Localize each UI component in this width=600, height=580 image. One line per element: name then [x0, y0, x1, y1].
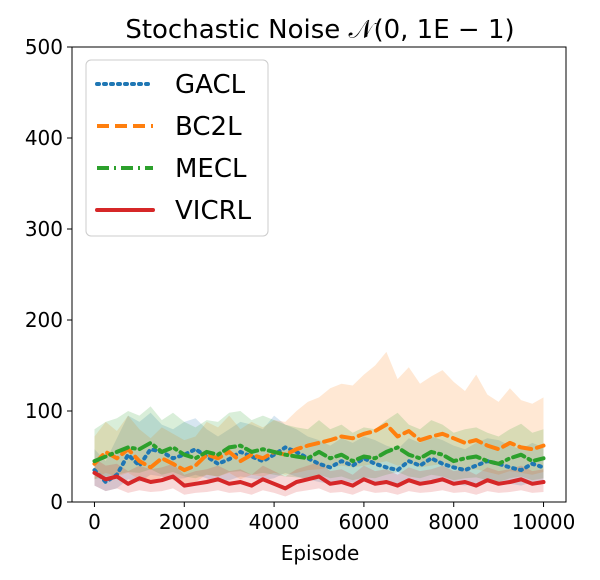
y-tick-label: 300	[25, 217, 63, 241]
legend-label-vicrl: VICRL	[175, 196, 252, 226]
y-tick-label: 500	[25, 35, 63, 59]
y-axis: 0 100 200 300 400 500	[25, 35, 72, 514]
chart-title: Stochastic Noise 𝒩(0, 1E − 1)	[125, 15, 514, 45]
series-lines	[92, 422, 546, 491]
y-tick-label: 100	[25, 399, 63, 423]
legend-box	[85, 59, 269, 237]
y-tick-label: 400	[25, 126, 63, 150]
plot-frame	[71, 46, 567, 503]
x-tick-label: 0	[88, 510, 101, 534]
legend-label-mecl: MECL	[175, 154, 247, 184]
x-tick-label: 6000	[338, 510, 389, 534]
x-tick-label: 8000	[428, 510, 479, 534]
legend-label-gacl: GACL	[175, 70, 246, 100]
legend-label-bc2l: BC2L	[175, 112, 242, 142]
x-tick-label: 2000	[159, 510, 210, 534]
y-tick-label: 200	[25, 308, 63, 332]
x-tick-label: 10000	[512, 510, 576, 534]
x-axis: 0 2000 4000 6000 8000 10000	[88, 502, 575, 534]
x-axis-title: Episode	[281, 541, 360, 565]
line-mecl	[92, 440, 546, 466]
y-tick-label: 0	[50, 490, 63, 514]
x-tick-label: 4000	[249, 510, 300, 534]
line-vicrl	[92, 470, 546, 491]
line-gacl	[92, 445, 546, 484]
line-bc2l	[92, 422, 546, 473]
legend-entries: GACL BC2L MECL VICRL	[95, 70, 252, 226]
legend: GACL BC2L MECL VICRL	[85, 59, 269, 237]
